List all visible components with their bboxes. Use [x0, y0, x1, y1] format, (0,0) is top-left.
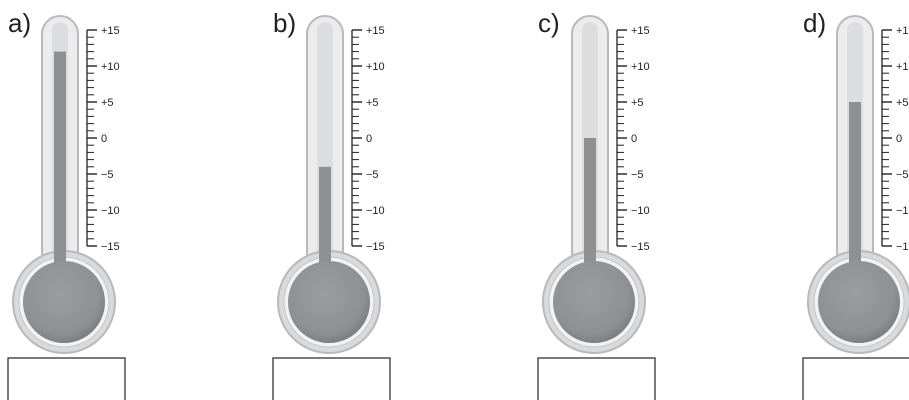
answer-box[interactable]: [802, 357, 909, 400]
thermometer: a) +15 +10 +5 0 −5 −10 −15: [7, 8, 126, 400]
scale-tick-label: −5: [101, 169, 114, 181]
scale-tick-label: +15: [631, 25, 650, 37]
mercury-bulb: [23, 261, 105, 343]
thermometer: c) +15 +10 +5 0 −5 −10 −15: [537, 8, 656, 400]
scale-tick-label: 0: [896, 133, 902, 145]
scale-tick-label: 0: [101, 133, 107, 145]
scale-tick-label: +10: [631, 61, 650, 73]
answer-box[interactable]: [537, 357, 656, 400]
scale-tick-label: −10: [896, 205, 909, 217]
scale-tick-label: +15: [896, 25, 909, 37]
scale-tick-label: +5: [101, 97, 114, 109]
thermometer-label: d): [803, 8, 826, 38]
scale-tick-label: +5: [366, 97, 379, 109]
scale-tick-label: −5: [896, 169, 909, 181]
mercury-bulb: [553, 261, 635, 343]
scale-tick-label: −15: [366, 241, 385, 253]
thermometer: d) +15 +10 +5 0 −5 −10 −15: [802, 8, 909, 400]
mercury-column: [54, 51, 66, 282]
scale-tick-label: +15: [366, 25, 385, 37]
thermometer-label: a): [8, 8, 31, 38]
scale-tick-label: −5: [366, 169, 379, 181]
scale-tick-label: −10: [366, 205, 385, 217]
thermometer-label: b): [273, 8, 296, 38]
mercury-bulb: [818, 261, 900, 343]
scale-tick-label: +10: [896, 61, 909, 73]
mercury-bulb: [288, 261, 370, 343]
scale-tick-label: −15: [896, 241, 909, 253]
scale-tick-label: −10: [631, 205, 650, 217]
mercury-column: [584, 138, 596, 282]
scale-tick-label: −5: [631, 169, 644, 181]
scale-tick-label: 0: [631, 133, 637, 145]
scale-tick-label: −15: [101, 241, 120, 253]
thermometer: b) +15 +10 +5 0 −5 −10 −15: [272, 8, 391, 400]
scale-tick-label: +5: [631, 97, 644, 109]
mercury-column: [849, 102, 861, 282]
scale-tick-label: −10: [101, 205, 120, 217]
scale-tick-label: 0: [366, 133, 372, 145]
thermometer-label: c): [538, 8, 560, 38]
scale-tick-label: −15: [631, 241, 650, 253]
answer-box[interactable]: [7, 357, 126, 400]
mercury-column: [319, 166, 331, 282]
scale-tick-label: +10: [101, 61, 120, 73]
scale-tick-label: +10: [366, 61, 385, 73]
scale-tick-label: +5: [896, 97, 909, 109]
answer-box[interactable]: [272, 357, 391, 400]
scale-tick-label: +15: [101, 25, 120, 37]
